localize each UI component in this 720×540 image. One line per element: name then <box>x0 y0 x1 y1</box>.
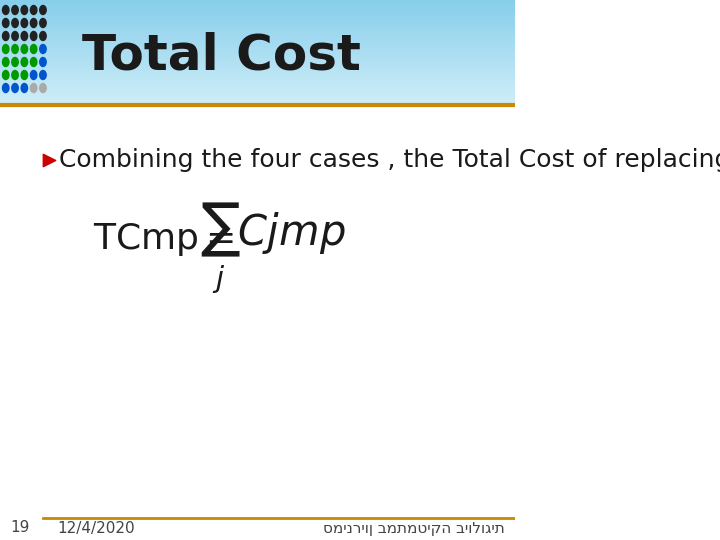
Circle shape <box>2 31 9 40</box>
Bar <box>0 84 516 86</box>
Circle shape <box>30 44 37 53</box>
Bar <box>0 8 516 10</box>
Circle shape <box>21 84 27 92</box>
Text: 19: 19 <box>11 521 30 536</box>
Bar <box>0 34 516 37</box>
Circle shape <box>21 57 27 66</box>
Circle shape <box>40 71 46 79</box>
Circle shape <box>2 57 9 66</box>
Circle shape <box>21 31 27 40</box>
Bar <box>0 47 516 50</box>
Circle shape <box>30 71 37 79</box>
Bar <box>0 31 516 34</box>
Text: 12/4/2020: 12/4/2020 <box>58 521 135 536</box>
Bar <box>0 37 516 39</box>
Bar <box>0 89 516 92</box>
Circle shape <box>30 18 37 28</box>
Text: סמינריון במתמטיקה ביולוגית: סמינריון במתמטיקה ביולוגית <box>323 521 505 536</box>
Circle shape <box>2 71 9 79</box>
Bar <box>0 0 516 3</box>
Circle shape <box>40 31 46 40</box>
Text: $\sum_{j} \mathit{Cjmp}$: $\sum_{j} \mathit{Cjmp}$ <box>200 200 346 296</box>
Bar <box>0 26 516 29</box>
Bar <box>0 63 516 66</box>
Circle shape <box>21 44 27 53</box>
Bar <box>0 73 516 76</box>
Bar <box>0 71 516 73</box>
Bar <box>0 42 516 45</box>
Text: Total Cost: Total Cost <box>82 31 361 79</box>
Bar <box>0 29 516 31</box>
Text: $\mathrm{TCmp} =$: $\mathrm{TCmp} =$ <box>93 221 234 259</box>
Bar <box>0 94 516 97</box>
Circle shape <box>12 71 18 79</box>
Circle shape <box>12 84 18 92</box>
Circle shape <box>12 44 18 53</box>
Circle shape <box>12 18 18 28</box>
Bar <box>0 79 516 82</box>
Bar <box>0 100 516 103</box>
Circle shape <box>21 5 27 15</box>
Circle shape <box>12 31 18 40</box>
Circle shape <box>30 57 37 66</box>
Bar <box>0 16 516 18</box>
Bar <box>0 103 516 105</box>
Circle shape <box>40 44 46 53</box>
Bar <box>0 13 516 16</box>
Bar <box>0 58 516 60</box>
Bar <box>0 86 516 89</box>
Bar <box>0 3 516 5</box>
Circle shape <box>2 84 9 92</box>
Circle shape <box>40 5 46 15</box>
Circle shape <box>30 31 37 40</box>
Point <box>43 156 55 164</box>
Bar <box>0 45 516 47</box>
Circle shape <box>21 71 27 79</box>
Bar <box>0 68 516 71</box>
Bar <box>0 21 516 24</box>
Bar <box>0 5 516 8</box>
Circle shape <box>21 18 27 28</box>
Bar <box>0 50 516 52</box>
Circle shape <box>30 5 37 15</box>
Bar <box>0 24 516 26</box>
Bar <box>0 97 516 100</box>
Bar <box>0 76 516 79</box>
Bar <box>0 10 516 13</box>
Bar <box>0 55 516 58</box>
Circle shape <box>30 84 37 92</box>
Circle shape <box>2 18 9 28</box>
Bar <box>0 52 516 55</box>
Bar <box>0 92 516 94</box>
Circle shape <box>12 57 18 66</box>
Circle shape <box>2 5 9 15</box>
Circle shape <box>40 57 46 66</box>
Bar <box>0 60 516 63</box>
Circle shape <box>40 18 46 28</box>
Circle shape <box>40 84 46 92</box>
Text: Combining the four cases , the Total Cost of replacing O: Combining the four cases , the Total Cos… <box>59 148 720 172</box>
Circle shape <box>2 44 9 53</box>
Bar <box>0 82 516 84</box>
Circle shape <box>12 5 18 15</box>
Bar <box>0 66 516 68</box>
Bar <box>0 39 516 42</box>
Bar <box>0 18 516 21</box>
